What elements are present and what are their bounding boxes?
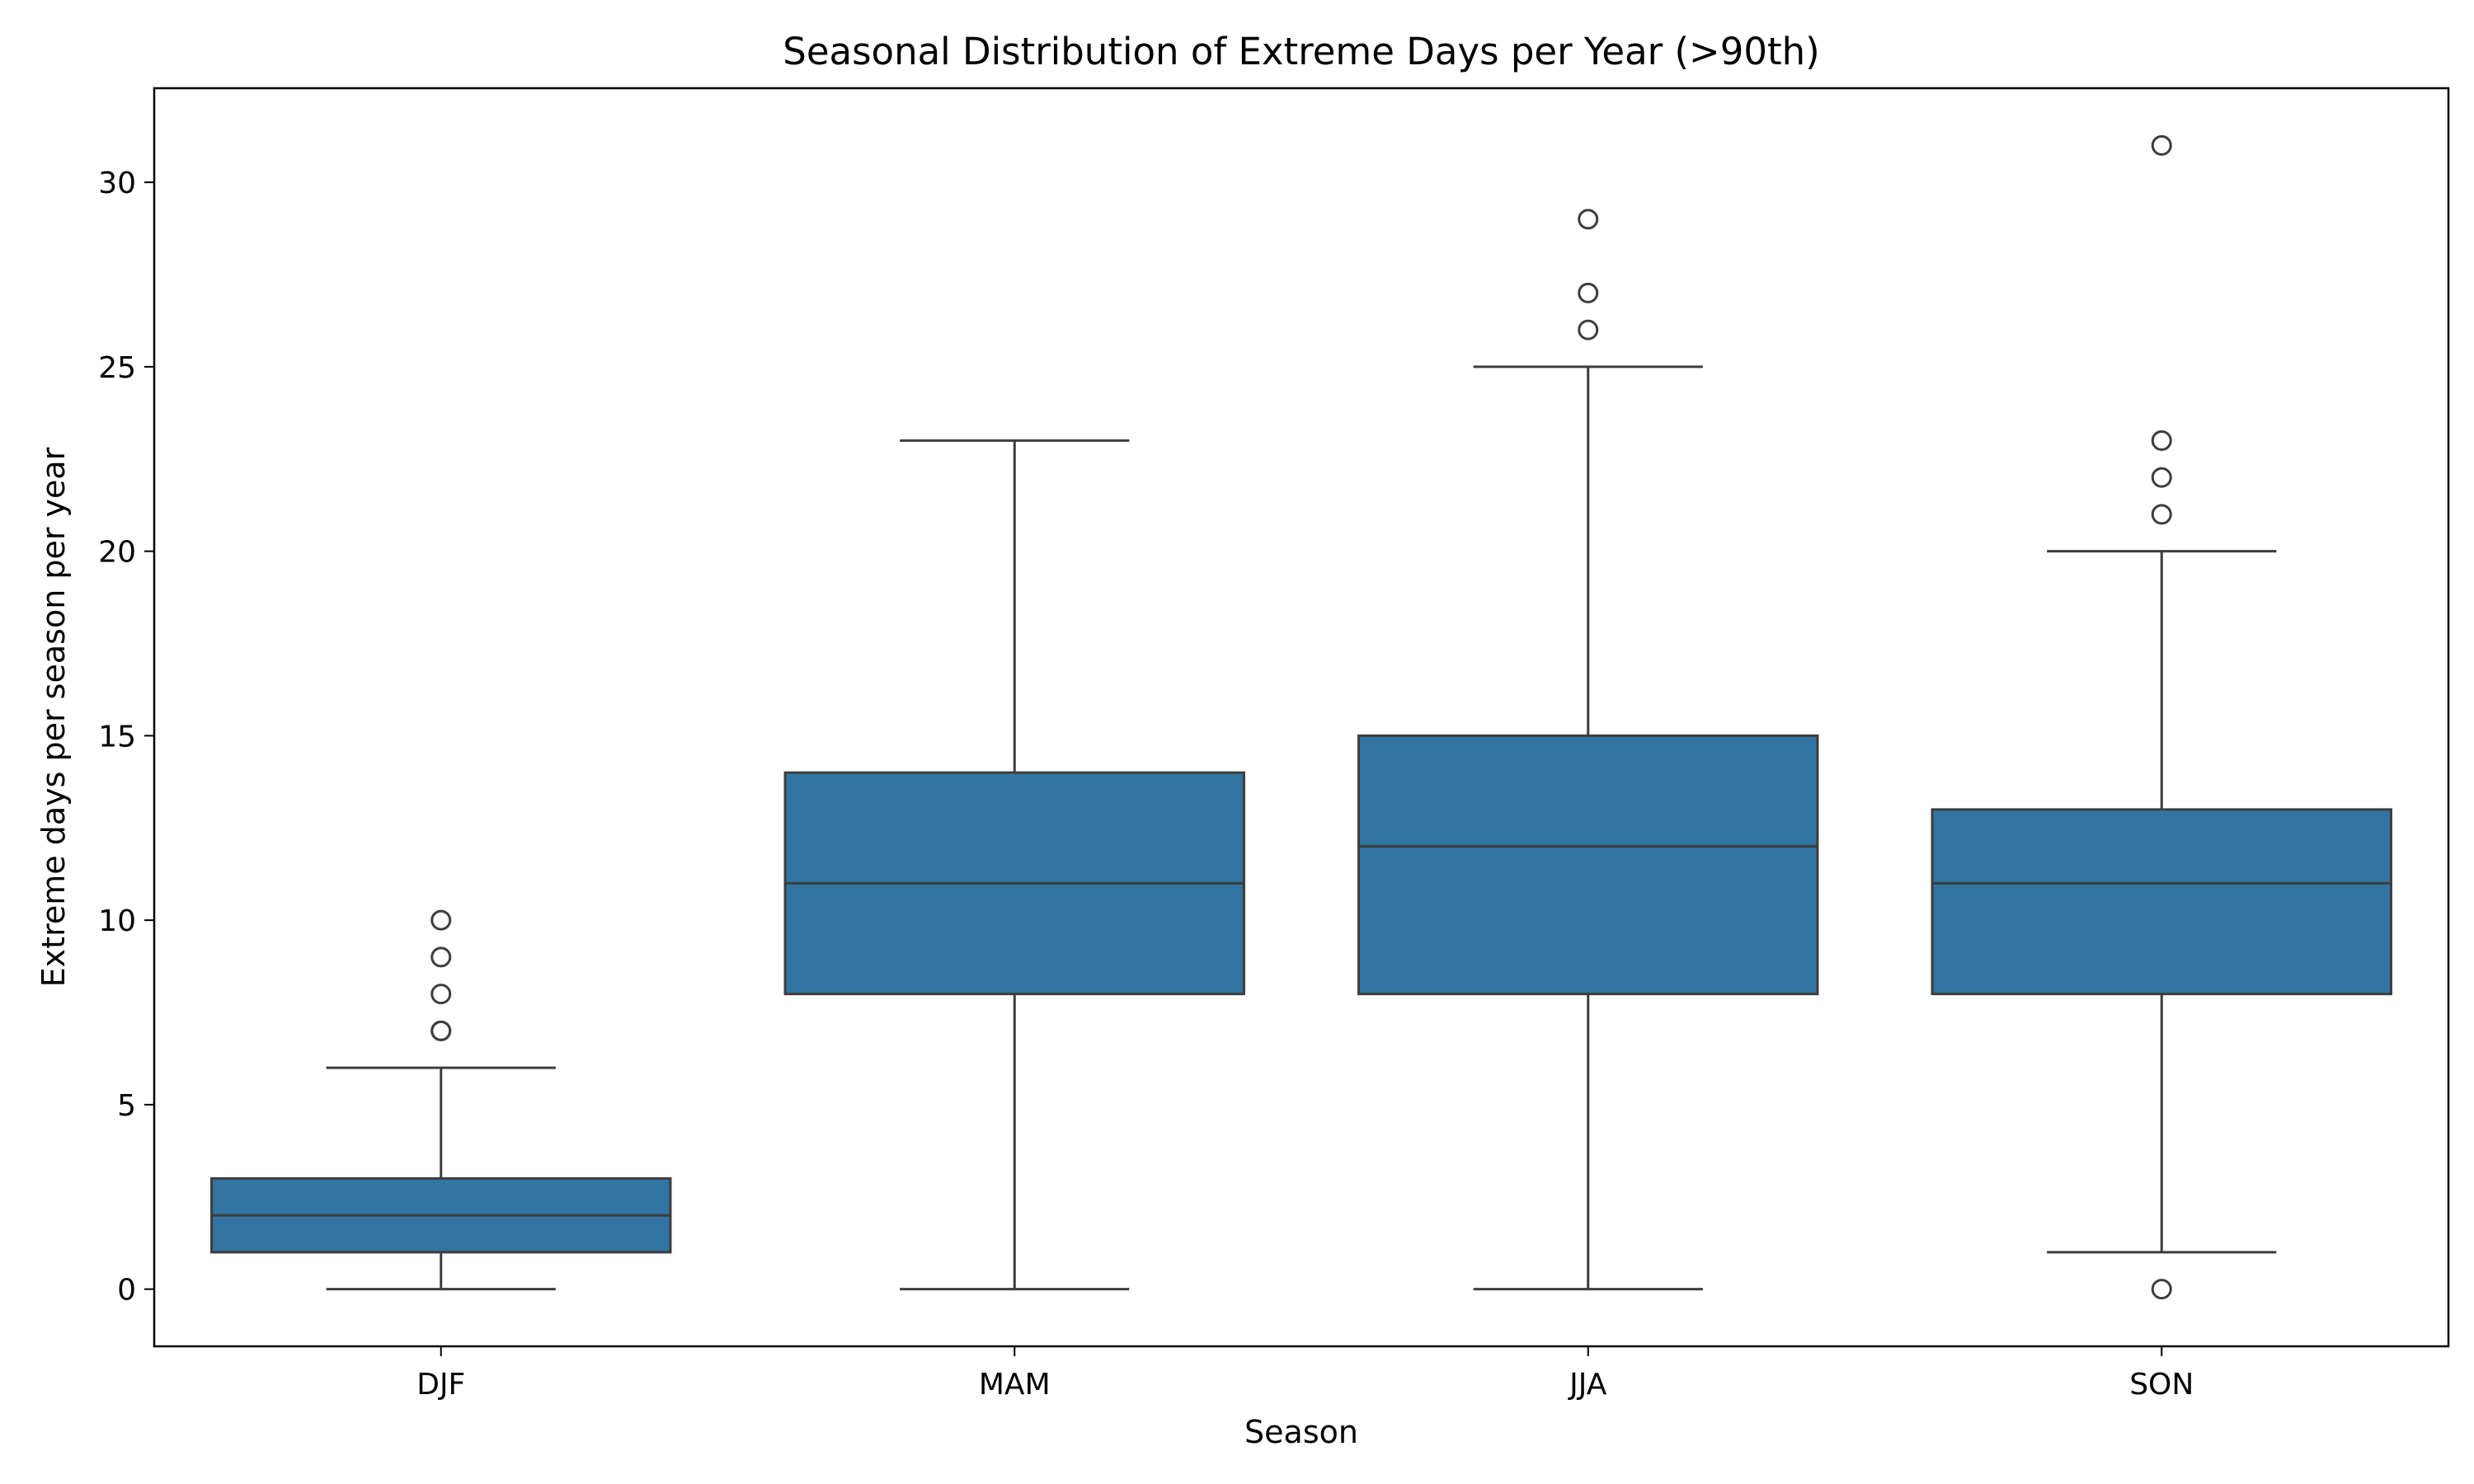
x-tick-label: JJA <box>1568 1368 1607 1402</box>
plot-frame <box>153 87 2450 1348</box>
outlier-point <box>1578 282 1599 303</box>
outlier-point <box>2151 467 2172 488</box>
outlier-point <box>430 909 452 931</box>
outlier-point <box>430 984 452 1005</box>
box-jja <box>1357 734 1819 996</box>
x-tick-label: DJF <box>416 1368 465 1402</box>
outlier-point <box>1578 319 1599 340</box>
chart-title: Seasonal Distribution of Extreme Days pe… <box>783 30 1819 73</box>
y-tick-label: 30 <box>98 167 136 200</box>
y-tick-label: 25 <box>98 351 136 385</box>
outlier-point <box>430 1020 452 1041</box>
x-tick-label: MAM <box>979 1368 1051 1402</box>
y-tick-label: 10 <box>98 904 136 938</box>
y-tick-label: 0 <box>117 1274 136 1308</box>
outlier-point <box>2151 134 2172 156</box>
outlier-point <box>2151 504 2172 525</box>
outlier-point <box>1578 209 1599 230</box>
y-axis-label: Extreme days per season per year <box>35 447 72 987</box>
x-tick-label: SON <box>2129 1368 2194 1402</box>
outlier-point <box>430 946 452 968</box>
x-axis-label: Season <box>1244 1414 1358 1450</box>
outlier-point <box>2151 430 2172 451</box>
y-tick-label: 5 <box>117 1089 136 1123</box>
outlier-point <box>2151 1279 2172 1300</box>
plot-area: 0 5 10 15 20 25 30 DJF MAM JJA SON <box>98 87 2450 1402</box>
y-tick-label: 20 <box>98 536 136 570</box>
y-tick-label: 15 <box>98 720 136 754</box>
box-son <box>1931 808 2392 996</box>
